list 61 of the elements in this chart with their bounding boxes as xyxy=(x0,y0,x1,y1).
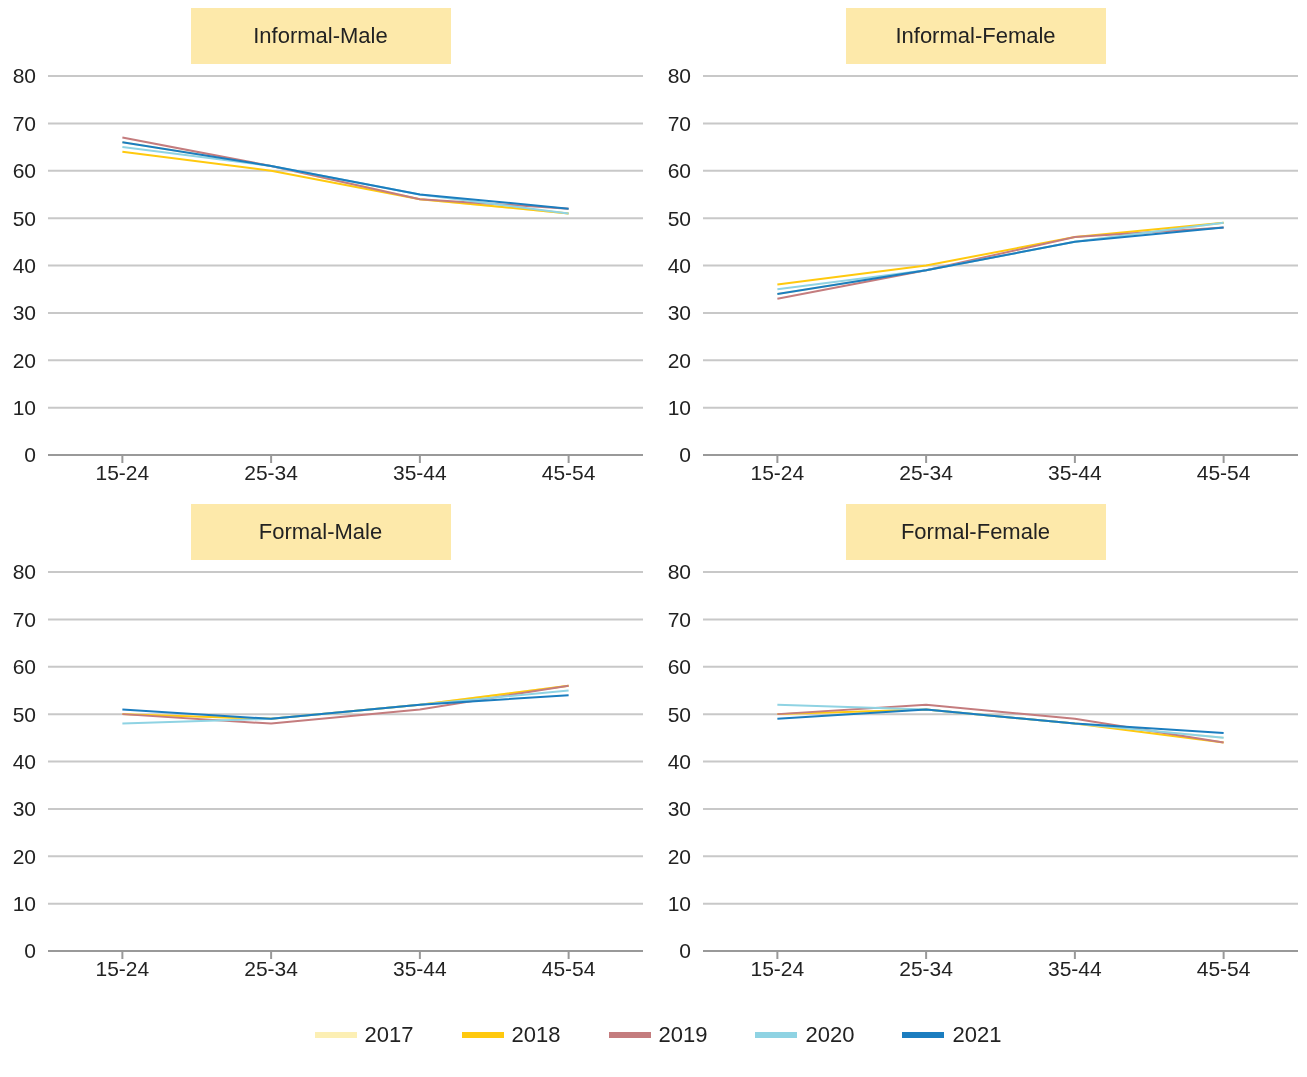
y-tick-label: 40 xyxy=(12,749,36,773)
y-tick-label: 80 xyxy=(12,64,36,88)
y-tick-label: 80 xyxy=(667,560,691,584)
x-tick-label: 15-24 xyxy=(750,956,805,980)
x-tick-label: 25-34 xyxy=(899,956,954,980)
legend-label: 2021 xyxy=(952,1022,1002,1048)
y-tick-label: 70 xyxy=(667,607,691,631)
x-tick-label: 25-34 xyxy=(244,460,299,484)
y-tick-label: 40 xyxy=(667,253,691,277)
x-tick-label: 45-54 xyxy=(1196,460,1251,484)
y-tick-label: 30 xyxy=(12,797,36,821)
y-tick-label: 10 xyxy=(667,892,691,916)
x-tick-label: 35-44 xyxy=(393,460,448,484)
legend-label: 2020 xyxy=(805,1022,855,1048)
y-tick-label: 0 xyxy=(679,939,691,963)
y-tick-label: 20 xyxy=(667,348,691,372)
y-tick-label: 20 xyxy=(12,348,36,372)
y-tick-label: 80 xyxy=(667,64,691,88)
y-tick-label: 10 xyxy=(667,396,691,420)
y-tick-label: 70 xyxy=(12,111,36,135)
y-tick-label: 60 xyxy=(12,655,36,679)
y-tick-label: 0 xyxy=(679,443,691,467)
x-tick-label: 15-24 xyxy=(750,460,805,484)
y-tick-label: 30 xyxy=(667,797,691,821)
y-tick-label: 70 xyxy=(12,607,36,631)
y-tick-label: 30 xyxy=(12,301,36,325)
x-tick-label: 35-44 xyxy=(1048,956,1103,980)
y-tick-label: 80 xyxy=(12,560,36,584)
legend-label: 2019 xyxy=(658,1022,708,1048)
chart-title: Informal-Female xyxy=(845,8,1106,64)
y-tick-label: 50 xyxy=(667,702,691,726)
x-tick-label: 45-54 xyxy=(541,956,596,980)
x-tick-label: 35-44 xyxy=(393,956,448,980)
y-tick-label: 10 xyxy=(12,396,36,420)
x-tick-label: 25-34 xyxy=(899,460,954,484)
y-tick-label: 10 xyxy=(12,892,36,916)
y-tick-label: 0 xyxy=(24,939,36,963)
x-tick-label: 45-54 xyxy=(1196,956,1251,980)
y-tick-label: 50 xyxy=(12,702,36,726)
chart-title: Formal-Female xyxy=(845,504,1106,560)
chart-title: Formal-Male xyxy=(190,504,451,560)
x-tick-label: 35-44 xyxy=(1048,460,1103,484)
x-tick-label: 15-24 xyxy=(95,956,150,980)
y-tick-label: 60 xyxy=(667,159,691,183)
y-tick-label: 60 xyxy=(12,159,36,183)
y-tick-label: 40 xyxy=(667,749,691,773)
legend-label: 2018 xyxy=(511,1022,561,1048)
y-tick-label: 30 xyxy=(667,301,691,325)
y-tick-label: 20 xyxy=(12,844,36,868)
y-tick-label: 50 xyxy=(667,206,691,230)
y-tick-label: 40 xyxy=(12,253,36,277)
legend-label: 2017 xyxy=(364,1022,414,1048)
y-tick-label: 0 xyxy=(24,443,36,467)
x-tick-label: 45-54 xyxy=(541,460,596,484)
y-tick-label: 20 xyxy=(667,844,691,868)
x-tick-label: 15-24 xyxy=(95,460,150,484)
y-tick-label: 60 xyxy=(667,655,691,679)
y-tick-label: 70 xyxy=(667,111,691,135)
x-tick-label: 25-34 xyxy=(244,956,299,980)
chart-title: Informal-Male xyxy=(190,8,451,64)
y-tick-label: 50 xyxy=(12,206,36,230)
